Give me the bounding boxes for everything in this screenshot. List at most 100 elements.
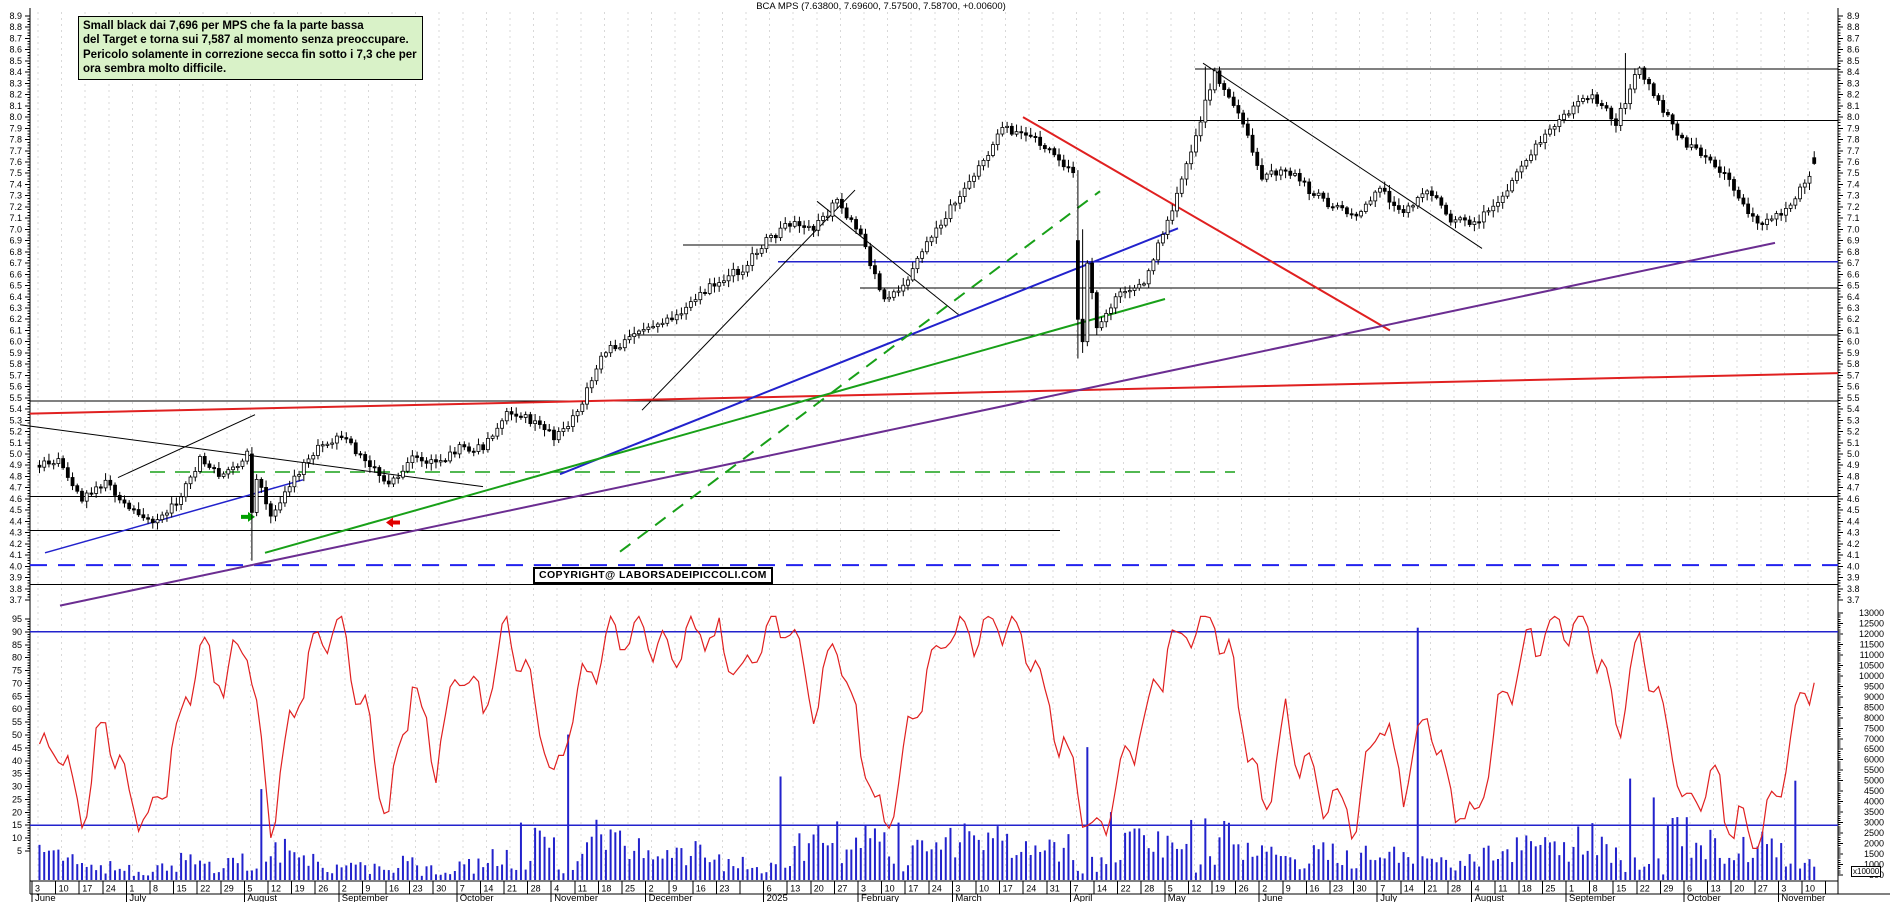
- svg-text:8.6: 8.6: [9, 45, 22, 55]
- svg-text:5.0: 5.0: [1847, 449, 1860, 459]
- svg-text:5.7: 5.7: [1847, 370, 1860, 380]
- svg-text:8.6: 8.6: [1847, 45, 1860, 55]
- svg-text:4.2: 4.2: [1847, 539, 1860, 549]
- svg-text:12500: 12500: [1859, 618, 1884, 628]
- svg-text:7.1: 7.1: [1847, 213, 1860, 223]
- svg-text:7.8: 7.8: [1847, 135, 1860, 145]
- svg-text:5.0: 5.0: [9, 449, 22, 459]
- svg-text:29: 29: [224, 884, 234, 894]
- svg-text:April: April: [1073, 893, 1092, 902]
- svg-text:18: 18: [1522, 884, 1532, 894]
- svg-text:6: 6: [1687, 884, 1692, 894]
- svg-text:2025: 2025: [767, 893, 788, 902]
- svg-text:4000: 4000: [1864, 797, 1884, 807]
- svg-text:5.4: 5.4: [1847, 404, 1860, 414]
- svg-text:6.7: 6.7: [9, 258, 22, 268]
- svg-text:3500: 3500: [1864, 807, 1884, 817]
- svg-text:14: 14: [483, 884, 493, 894]
- svg-text:1: 1: [129, 884, 134, 894]
- svg-text:5: 5: [1168, 884, 1173, 894]
- svg-text:10500: 10500: [1859, 660, 1884, 670]
- svg-text:8000: 8000: [1864, 713, 1884, 723]
- svg-text:24: 24: [1026, 884, 1036, 894]
- gridlines: [37, 12, 1809, 881]
- svg-text:4.7: 4.7: [1847, 483, 1860, 493]
- svg-text:23: 23: [1333, 884, 1343, 894]
- svg-text:2500: 2500: [1864, 828, 1884, 838]
- svg-text:13: 13: [1711, 884, 1721, 894]
- annotation-box: Small black dai 7,696 per MPS che fa la …: [78, 16, 423, 80]
- svg-text:June: June: [35, 893, 56, 902]
- svg-text:3000: 3000: [1864, 818, 1884, 828]
- svg-text:5.9: 5.9: [9, 348, 22, 358]
- svg-text:30: 30: [1357, 884, 1367, 894]
- svg-text:30: 30: [12, 782, 22, 792]
- svg-text:21: 21: [1427, 884, 1437, 894]
- oscillator: [30, 614, 1838, 850]
- svg-text:1: 1: [1569, 884, 1574, 894]
- svg-text:22: 22: [1640, 884, 1650, 894]
- svg-text:8.2: 8.2: [1847, 90, 1860, 100]
- svg-text:5.5: 5.5: [1847, 393, 1860, 403]
- svg-text:5.3: 5.3: [1847, 415, 1860, 425]
- x-axis: 3 10 17 24 1 8 15 22 29 5 12 19 26 2 9 16 23 30 7 14 21 28 4 11…: [31, 881, 1827, 904]
- svg-text:June: June: [1262, 893, 1283, 902]
- svg-text:6.7: 6.7: [1847, 258, 1860, 268]
- svg-text:8.3: 8.3: [1847, 78, 1860, 88]
- svg-text:13: 13: [790, 884, 800, 894]
- svg-text:3.9: 3.9: [1847, 573, 1860, 583]
- svg-text:28: 28: [1451, 884, 1461, 894]
- svg-text:7.9: 7.9: [9, 123, 22, 133]
- svg-text:14: 14: [1097, 884, 1107, 894]
- svg-text:24: 24: [106, 884, 116, 894]
- svg-text:12000: 12000: [1859, 629, 1884, 639]
- svg-text:2: 2: [342, 884, 347, 894]
- svg-text:7.5: 7.5: [9, 168, 22, 178]
- svg-text:8.7: 8.7: [9, 33, 22, 43]
- svg-text:14: 14: [1404, 884, 1414, 894]
- svg-text:8.0: 8.0: [1847, 112, 1860, 122]
- svg-text:8.0: 8.0: [9, 112, 22, 122]
- svg-text:12: 12: [271, 884, 281, 894]
- svg-text:7.0: 7.0: [9, 224, 22, 234]
- svg-text:50: 50: [12, 730, 22, 740]
- svg-text:5.2: 5.2: [1847, 427, 1860, 437]
- svg-text:25: 25: [12, 794, 22, 804]
- svg-text:November: November: [554, 893, 598, 902]
- svg-text:31: 31: [1050, 884, 1060, 894]
- svg-text:7.4: 7.4: [1847, 179, 1860, 189]
- svg-text:7.9: 7.9: [1847, 123, 1860, 133]
- svg-text:6.9: 6.9: [9, 236, 22, 246]
- svg-text:5: 5: [247, 884, 252, 894]
- volume-bars: [38, 627, 1816, 880]
- svg-text:30: 30: [436, 884, 446, 894]
- svg-text:23: 23: [413, 884, 423, 894]
- svg-text:10: 10: [885, 884, 895, 894]
- svg-text:12: 12: [1191, 884, 1201, 894]
- price-axis-right: 8.98.88.78.68.58.48.38.28.18.07.97.87.77…: [1838, 11, 1860, 605]
- svg-text:6.8: 6.8: [9, 247, 22, 257]
- svg-text:November: November: [1781, 893, 1825, 902]
- svg-text:3: 3: [955, 884, 960, 894]
- svg-text:4.5: 4.5: [9, 505, 22, 515]
- svg-text:8.4: 8.4: [1847, 67, 1860, 77]
- svg-text:7.3: 7.3: [9, 191, 22, 201]
- svg-text:4: 4: [554, 884, 559, 894]
- svg-text:6.6: 6.6: [9, 269, 22, 279]
- svg-text:2: 2: [649, 884, 654, 894]
- svg-text:27: 27: [837, 884, 847, 894]
- chart-title: BCA MPS (7.63800, 7.69600, 7.57500, 7.58…: [756, 1, 1006, 12]
- svg-text:5.8: 5.8: [1847, 359, 1860, 369]
- svg-text:55: 55: [12, 717, 22, 727]
- svg-text:3.8: 3.8: [9, 584, 22, 594]
- svg-text:35: 35: [12, 769, 22, 779]
- svg-text:27: 27: [1758, 884, 1768, 894]
- annotation-line: Pericolo solamente in correzione secca f…: [83, 48, 417, 61]
- svg-text:6500: 6500: [1864, 744, 1884, 754]
- svg-text:7.8: 7.8: [9, 135, 22, 145]
- svg-text:9500: 9500: [1864, 681, 1884, 691]
- chart-frame: [29, 8, 1890, 895]
- svg-text:4.6: 4.6: [9, 494, 22, 504]
